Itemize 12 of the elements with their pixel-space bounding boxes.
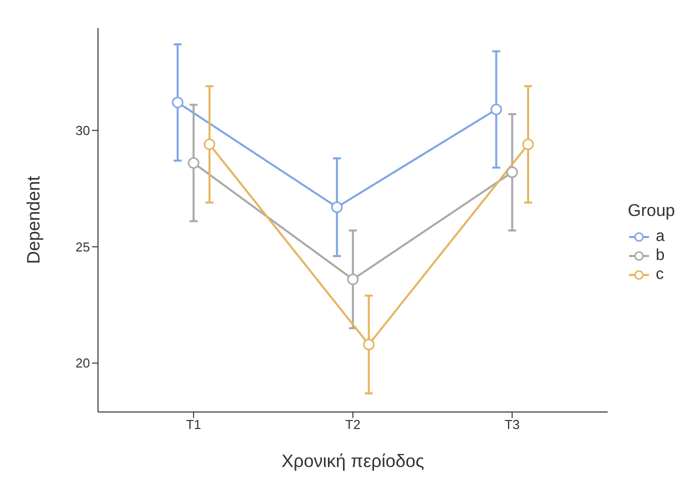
x-axis-title: Χρονική περίοδος bbox=[282, 451, 425, 471]
y-tick-label: 20 bbox=[76, 356, 90, 371]
x-tick-label: T1 bbox=[186, 417, 202, 432]
y-axis-title: Dependent bbox=[23, 176, 44, 264]
x-tick-label: T3 bbox=[504, 417, 520, 432]
legend-label: c bbox=[656, 265, 664, 284]
legend-title: Group bbox=[628, 201, 675, 221]
y-tick-label: 30 bbox=[76, 123, 90, 138]
legend-label: a bbox=[656, 227, 665, 246]
x-tick-label: T2 bbox=[345, 417, 360, 432]
legend-label: b bbox=[656, 246, 665, 265]
y-tick-label: 25 bbox=[76, 239, 90, 254]
